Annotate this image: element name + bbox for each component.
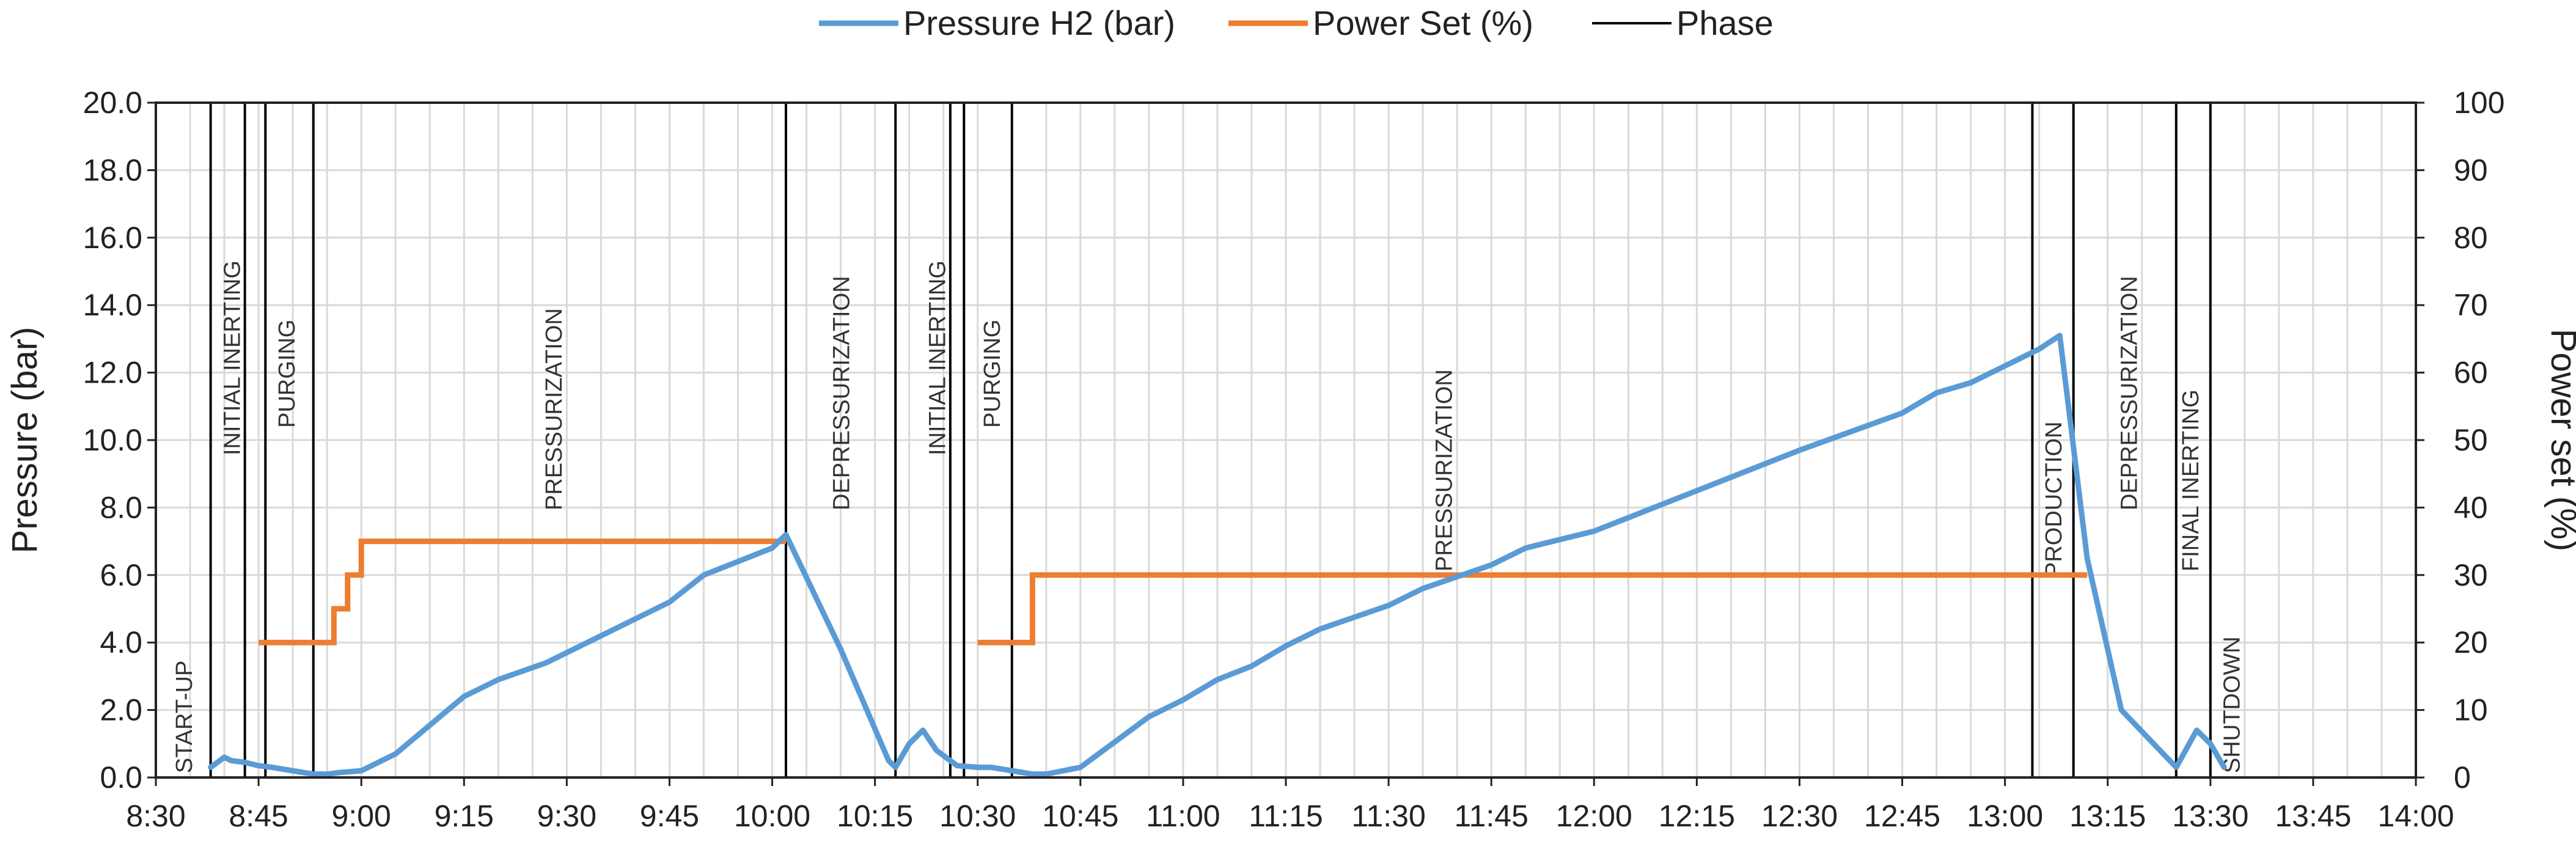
x-tick-label: 11:30: [1351, 799, 1425, 833]
x-tick-label: 10:00: [734, 799, 810, 833]
y-tick-label-right: 60: [2454, 356, 2488, 390]
grid: [156, 101, 2416, 779]
x-tick-label: 14:00: [2377, 799, 2454, 833]
y-tick-label-right: 70: [2454, 288, 2488, 322]
x-tick-label: 11:00: [1146, 799, 1220, 833]
phase-label: PRODUCTION: [2041, 422, 2067, 578]
y-tick-label-left: 2.0: [100, 693, 142, 727]
phase-label: INITIAL INERTING: [219, 260, 245, 455]
legend-label: Phase: [1676, 4, 1774, 42]
y-tick-label-left: 4.0: [100, 625, 142, 660]
x-tick-label: 12:15: [1659, 799, 1735, 833]
y-tick-label-right: 30: [2454, 558, 2488, 592]
y-tick-label-left: 6.0: [100, 558, 142, 592]
phase-label: INITIAL INERTING: [925, 260, 950, 455]
series-line-power-set: [259, 538, 786, 645]
phase-label: PRESSURIZATION: [541, 308, 567, 510]
phase-label: DEPRESSURIZATION: [2116, 276, 2142, 510]
y-tick-label-left: 16.0: [83, 221, 142, 255]
x-tick-label: 9:30: [537, 799, 596, 833]
x-tick-label: 9:15: [435, 799, 494, 833]
axes: 0.0 2.0 4.0 6.0 8.0 10.0 12.0 14.0 16.0 18.0 20.0 0…: [83, 86, 2505, 833]
x-tick-label: 12:30: [1761, 799, 1838, 833]
x-tick-label: 13:30: [2172, 799, 2248, 833]
legend-label: Power Set (%): [1313, 4, 1533, 42]
phase-label: PURGING: [274, 320, 300, 428]
x-tick-label: 8:45: [229, 799, 288, 833]
x-tick-label: 9:00: [332, 799, 391, 833]
x-tick-label: 12:00: [1556, 799, 1632, 833]
x-tick-label: 10:15: [837, 799, 913, 833]
y-tick-label-right: 100: [2454, 86, 2504, 120]
phase-label: PURGING: [980, 320, 1005, 428]
y-tick-label-right: 20: [2454, 625, 2488, 660]
phase-lines: [209, 103, 2212, 777]
x-tick-label: 9:45: [640, 799, 699, 833]
y-tick-label-right: 40: [2454, 490, 2488, 524]
y-axis-title-right: Power set (%): [2544, 329, 2576, 551]
x-tick-label: 13:00: [1967, 799, 2043, 833]
phase-label: SHUTDOWN: [2219, 636, 2245, 773]
y-tick-label-left: 8.0: [100, 490, 142, 524]
legend: Pressure H2 (bar) Power Set (%) Phase: [819, 4, 1774, 42]
y-tick-label-right: 90: [2454, 153, 2488, 187]
y-tick-label-left: 14.0: [83, 288, 142, 322]
y-tick-label-right: 50: [2454, 423, 2488, 457]
series-layer: [208, 333, 2227, 777]
y-tick-label-left: 20.0: [83, 86, 142, 120]
y-tick-label-left: 18.0: [83, 153, 142, 187]
x-tick-label: 10:30: [939, 799, 1016, 833]
y-tick-label-right: 0: [2454, 760, 2471, 795]
x-tick-label: 11:45: [1454, 799, 1528, 833]
legend-label: Pressure H2 (bar): [903, 4, 1175, 42]
y-tick-label-right: 10: [2454, 693, 2488, 727]
x-tick-label: 10:45: [1042, 799, 1118, 833]
x-tick-label: 13:15: [2069, 799, 2146, 833]
x-tick-label: 8:30: [126, 799, 185, 833]
series-line-power-set: [977, 572, 2088, 645]
phase-label: DEPRESSURIZATION: [829, 276, 855, 510]
y-tick-label-left: 10.0: [83, 423, 142, 457]
phase-label: PRESSURIZATION: [1432, 369, 1458, 572]
y-tick-label-left: 0.0: [100, 760, 142, 795]
phase-labels: START-UP INITIAL INERTING PURGING PRESSURIZ…: [172, 260, 2245, 773]
x-tick-label: 13:45: [2275, 799, 2351, 833]
y-axis-title-left: Pressure (bar): [5, 327, 45, 554]
phase-label: FINAL INERTING: [2178, 389, 2204, 572]
y-tick-label-right: 80: [2454, 221, 2488, 255]
x-tick-label: 11:15: [1249, 799, 1323, 833]
x-tick-label: 12:45: [1864, 799, 1940, 833]
phase-label: START-UP: [172, 661, 197, 773]
series-line-pressure-h2: [208, 333, 2227, 777]
y-tick-label-left: 12.0: [83, 356, 142, 390]
